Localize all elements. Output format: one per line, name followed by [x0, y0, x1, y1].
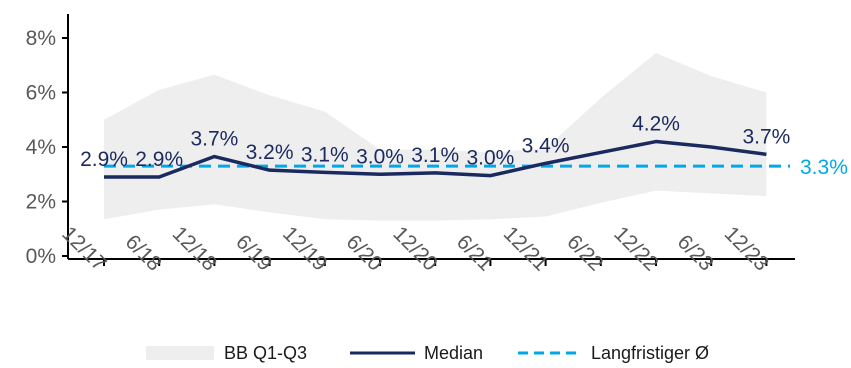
median-data-label: 2.9%: [135, 148, 183, 171]
x-tick-label: 12/21: [499, 222, 552, 275]
median-data-label: 3.0%: [356, 145, 404, 168]
legend: BB Q1-Q3 Median Langfristiger Ø: [146, 343, 709, 363]
legend-swatch-band: [146, 346, 214, 360]
x-tick-label: 6/21: [452, 230, 497, 275]
legend-label-average: Langfristiger Ø: [591, 343, 709, 363]
axes: [67, 14, 795, 260]
median-line-layer: [103, 139, 767, 179]
median-data-label: 3.7%: [190, 128, 238, 151]
x-tick-label: 6/23: [673, 230, 718, 275]
x-tick-label: 12/20: [388, 222, 441, 275]
x-ticks: 12/17 6/18 12/18 6/19 12/19 6/20 12/20 6/21 12/2…: [57, 222, 773, 275]
x-tick-label: 12/23: [720, 222, 773, 275]
y-tick-label: 2%: [26, 191, 56, 214]
x-tick-label: 12/19: [278, 222, 331, 275]
y-ticks: 0% 2% 4% 6% 8%: [26, 27, 68, 268]
y-tick-label: 0%: [26, 245, 56, 268]
x-tick-label: 6/20: [342, 230, 387, 275]
median-data-label: 3.1%: [301, 143, 349, 166]
iqr-band: [104, 52, 767, 221]
median-data-label: 4.2%: [632, 113, 680, 136]
median-data-label: 3.4%: [522, 134, 570, 157]
y-tick-label: 6%: [26, 82, 56, 105]
median-data-label: 2.9%: [80, 148, 128, 171]
median-data-label: 3.7%: [742, 125, 790, 148]
x-tick-label: 6/19: [231, 230, 276, 275]
x-tick-label: 12/18: [168, 222, 221, 275]
median-data-label: 3.2%: [246, 141, 294, 164]
legend-label-median: Median: [424, 343, 483, 363]
average-line-layer: 3.3%: [104, 156, 848, 179]
y-tick-label: 8%: [26, 27, 56, 50]
x-tick-label: 6/18: [121, 230, 166, 275]
iqr-band-layer: [104, 52, 767, 221]
legend-label-band: BB Q1-Q3: [224, 343, 307, 363]
average-label: 3.3%: [800, 156, 848, 179]
data-labels: 2.9% 2.9% 3.7% 3.2% 3.1% 3.0% 3.1% 3.0% 3.4% 4.2%…: [80, 113, 790, 171]
y-tick-label: 4%: [26, 136, 56, 159]
x-tick-label: 12/17: [57, 222, 110, 275]
x-tick-label: 12/22: [609, 222, 662, 275]
x-tick-label: 6/22: [562, 230, 607, 275]
median-data-label: 3.0%: [466, 147, 514, 170]
median-data-label: 3.1%: [411, 144, 459, 167]
